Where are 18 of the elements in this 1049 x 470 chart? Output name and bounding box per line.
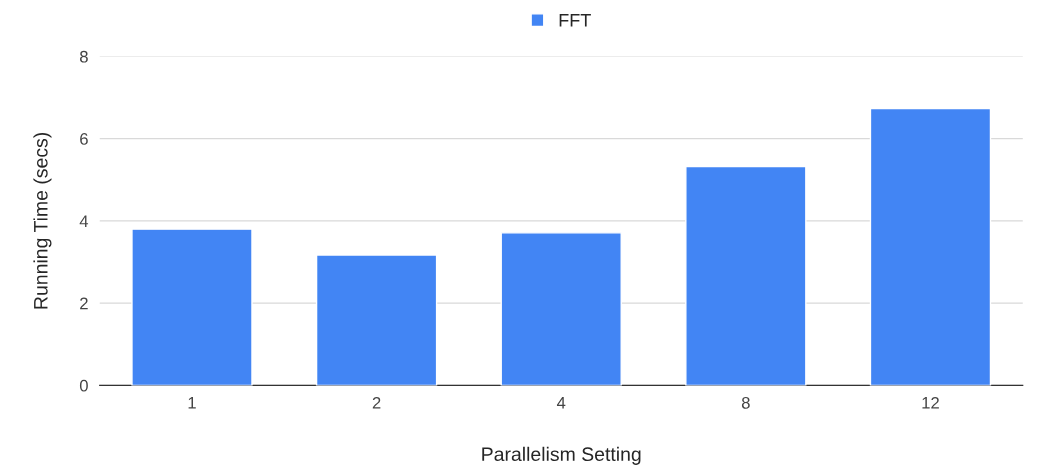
y-axis-title: Running Time (secs) [33,132,52,309]
x-tick-label: 1 [188,397,196,409]
x-tick-label: 2 [372,396,381,409]
bar [685,165,807,386]
y-tick-label: 0 [79,379,88,392]
bar [500,232,622,386]
y-tick-label: 2 [80,297,88,310]
bar [131,228,253,386]
y-tick-label: 4 [79,215,89,227]
x-tick-label: 4 [556,397,566,409]
bar [315,254,438,386]
legend-label: FFT [559,14,591,27]
bar [869,107,992,386]
y-tick-label: 6 [80,133,88,145]
x-axis-title: Parallelism Setting [482,446,641,465]
y-tick-label: 8 [80,50,88,63]
x-tick-label: 12 [922,396,939,409]
x-tick-label: 8 [741,396,750,409]
